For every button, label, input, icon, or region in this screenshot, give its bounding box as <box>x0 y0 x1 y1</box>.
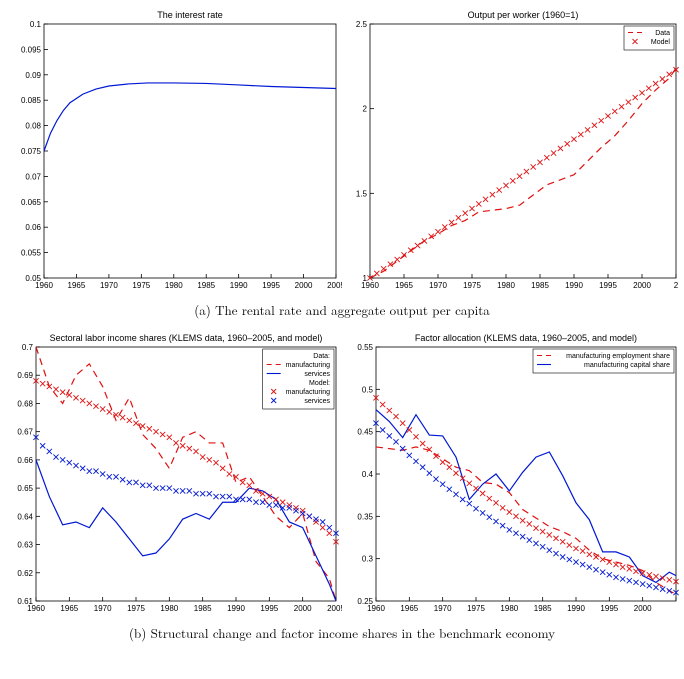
caption-b: (b) Structural change and factor income … <box>6 623 678 642</box>
svg-text:manufacturing: manufacturing <box>286 362 330 369</box>
svg-text:1965: 1965 <box>60 604 78 613</box>
svg-text:2005: 2005 <box>327 604 342 613</box>
svg-text:manufacturing employment share: manufacturing employment share <box>566 353 670 360</box>
svg-text:1990: 1990 <box>565 281 583 290</box>
svg-text:0.45: 0.45 <box>357 428 373 437</box>
svg-text:0.66: 0.66 <box>17 456 33 465</box>
svg-text:1970: 1970 <box>434 604 452 613</box>
svg-text:manufacturing capital share: manufacturing capital share <box>584 362 670 369</box>
svg-text:1965: 1965 <box>68 281 86 290</box>
svg-text:1980: 1980 <box>500 604 518 613</box>
svg-text:0.5: 0.5 <box>362 385 374 394</box>
svg-text:1975: 1975 <box>127 604 145 613</box>
svg-text:services: services <box>304 398 330 405</box>
caption-a: (a) The rental rate and aggregate output… <box>6 300 678 319</box>
svg-text:1980: 1980 <box>165 281 183 290</box>
panel-b-left: Sectoral labor income shares (KLEMS data… <box>6 329 342 619</box>
svg-text:2000: 2000 <box>295 281 313 290</box>
panel-a-left: The interest rate19601965197019751980198… <box>6 6 342 296</box>
svg-text:1995: 1995 <box>260 604 278 613</box>
svg-text:1995: 1995 <box>600 604 618 613</box>
svg-text:1985: 1985 <box>534 604 552 613</box>
svg-text:1980: 1980 <box>497 281 515 290</box>
svg-text:0.64: 0.64 <box>17 512 33 521</box>
svg-text:1.5: 1.5 <box>356 189 368 198</box>
svg-text:0.08: 0.08 <box>25 122 41 131</box>
svg-text:0.68: 0.68 <box>17 399 33 408</box>
svg-text:0.55: 0.55 <box>357 343 373 352</box>
svg-text:2005: 2005 <box>327 281 342 290</box>
svg-text:Factor allocation (KLEMS data,: Factor allocation (KLEMS data, 1960–2005… <box>415 333 637 343</box>
svg-text:0.62: 0.62 <box>17 569 33 578</box>
svg-text:1995: 1995 <box>262 281 280 290</box>
svg-text:1965: 1965 <box>400 604 418 613</box>
svg-text:1965: 1965 <box>395 281 413 290</box>
svg-text:0.63: 0.63 <box>17 541 33 550</box>
svg-text:0.085: 0.085 <box>21 96 42 105</box>
svg-text:2000: 2000 <box>634 604 652 613</box>
svg-text:0.095: 0.095 <box>21 45 42 54</box>
svg-text:Output per worker (1960=1): Output per worker (1960=1) <box>468 10 579 20</box>
svg-text:services: services <box>304 371 330 378</box>
svg-text:1985: 1985 <box>197 281 215 290</box>
svg-text:0.35: 0.35 <box>357 512 373 521</box>
svg-text:0.05: 0.05 <box>25 274 41 283</box>
svg-text:0.25: 0.25 <box>357 597 373 606</box>
svg-text:1985: 1985 <box>194 604 212 613</box>
svg-text:1975: 1975 <box>132 281 150 290</box>
svg-text:0.09: 0.09 <box>25 71 41 80</box>
svg-text:1995: 1995 <box>599 281 617 290</box>
svg-text:0.06: 0.06 <box>25 223 41 232</box>
svg-text:1: 1 <box>363 274 368 283</box>
svg-text:1990: 1990 <box>567 604 585 613</box>
svg-text:Data:: Data: <box>313 353 330 360</box>
svg-text:Data: Data <box>655 30 670 37</box>
svg-text:0.055: 0.055 <box>21 249 42 258</box>
panel-a-right: Output per worker (1960=1)19601965197019… <box>346 6 682 296</box>
svg-text:0.7: 0.7 <box>22 343 34 352</box>
svg-text:0.67: 0.67 <box>17 428 33 437</box>
svg-text:0.4: 0.4 <box>362 470 374 479</box>
svg-text:2.5: 2.5 <box>356 20 368 29</box>
row-a: The interest rate19601965197019751980198… <box>6 6 678 296</box>
svg-text:0.65: 0.65 <box>17 484 33 493</box>
svg-text:0.065: 0.065 <box>21 198 42 207</box>
svg-text:Model: Model <box>651 39 671 46</box>
row-b: Sectoral labor income shares (KLEMS data… <box>6 329 678 619</box>
svg-text:manufacturing: manufacturing <box>286 389 330 396</box>
svg-text:1970: 1970 <box>94 604 112 613</box>
svg-text:0.07: 0.07 <box>25 172 41 181</box>
svg-text:1990: 1990 <box>230 281 248 290</box>
svg-text:2000: 2000 <box>294 604 312 613</box>
svg-text:0.61: 0.61 <box>17 597 33 606</box>
svg-text:2: 2 <box>674 281 679 290</box>
panel-b-right: Factor allocation (KLEMS data, 1960–2005… <box>346 329 682 619</box>
svg-text:The interest rate: The interest rate <box>157 10 223 20</box>
svg-text:0.3: 0.3 <box>362 555 374 564</box>
svg-text:2: 2 <box>363 105 368 114</box>
svg-text:1985: 1985 <box>531 281 549 290</box>
svg-text:0.69: 0.69 <box>17 371 33 380</box>
svg-text:Sectoral labor income shares (: Sectoral labor income shares (KLEMS data… <box>50 333 323 343</box>
svg-text:1975: 1975 <box>467 604 485 613</box>
svg-text:0.1: 0.1 <box>30 20 42 29</box>
svg-text:1980: 1980 <box>160 604 178 613</box>
svg-text:0.075: 0.075 <box>21 147 42 156</box>
svg-text:1990: 1990 <box>227 604 245 613</box>
svg-text:1970: 1970 <box>100 281 118 290</box>
svg-text:1975: 1975 <box>463 281 481 290</box>
svg-text:1970: 1970 <box>429 281 447 290</box>
svg-text:2000: 2000 <box>633 281 651 290</box>
svg-text:Model:: Model: <box>309 380 330 387</box>
